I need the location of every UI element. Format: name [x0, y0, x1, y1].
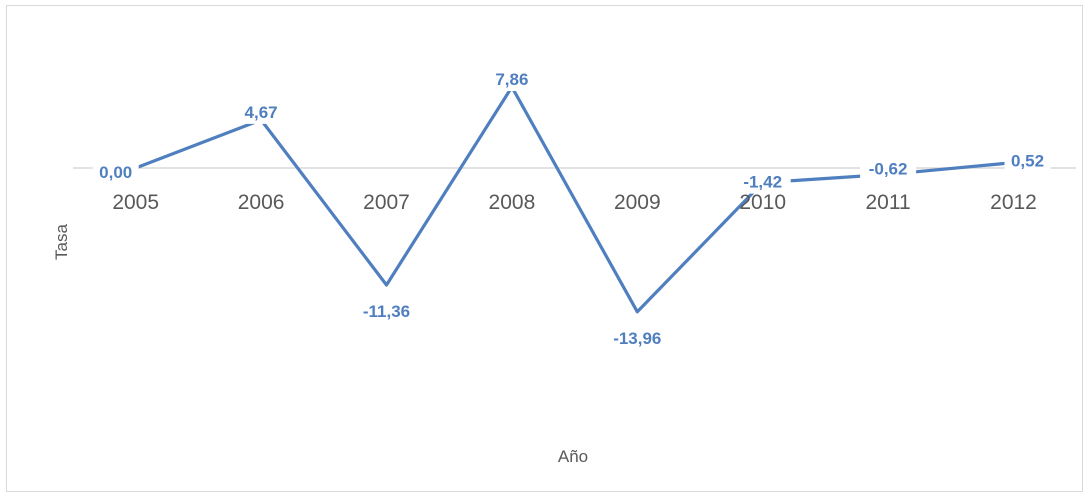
data-label-bg-2009: [604, 327, 671, 350]
x-tick-label-2007: 2007: [363, 191, 410, 214]
chart-area: 2005 2006 2007 2008 2009 2010 2011 2012 0,00 4,6…: [6, 5, 1083, 492]
data-label-2008: 7,86: [495, 70, 528, 89]
x-axis-title: Año: [558, 447, 588, 466]
data-label-2005: 0,00: [99, 163, 132, 182]
x-tick-label-2008: 2008: [489, 191, 536, 214]
x-tick-label-2005: 2005: [112, 191, 159, 214]
x-tick-label-2010: 2010: [739, 191, 786, 214]
data-label-bg-2006: [238, 101, 285, 124]
data-labels: 0,00 4,67 -11,36 7,86 -13,96 -1,42 -0,62 0,52: [92, 69, 1051, 350]
x-tick-label-2012: 2012: [990, 191, 1037, 214]
x-tick-label-2006: 2006: [238, 191, 285, 214]
data-label-bg-2010: [734, 171, 791, 194]
x-tick-label-2011: 2011: [866, 191, 911, 214]
data-label-bg-2005: [92, 162, 139, 184]
data-label-2006: 4,67: [245, 103, 278, 122]
data-label-2007: -11,36: [363, 302, 410, 321]
data-label-bg-2007: [353, 301, 420, 324]
data-label-bg-2011: [860, 158, 917, 181]
y-axis-title: Tasa: [52, 224, 71, 260]
data-point-2009: [636, 311, 638, 313]
data-point-2007: [386, 284, 387, 286]
line-chart: 2005 2006 2007 2008 2009 2010 2011 2012 0,00 4,6…: [52, 69, 1076, 466]
x-tick-label-2009: 2009: [614, 191, 661, 214]
data-label-bg-2012: [1004, 150, 1051, 173]
data-label-2009: -13,96: [613, 329, 661, 348]
data-label-2010: -1,42: [743, 173, 782, 192]
data-label-2011: -0,62: [869, 159, 908, 178]
x-tick-labels: 2005 2006 2007 2008 2009 2010 2011 2012: [112, 191, 1037, 214]
data-label-bg-2008: [488, 69, 535, 92]
data-label-2012: 0,52: [1011, 152, 1044, 171]
